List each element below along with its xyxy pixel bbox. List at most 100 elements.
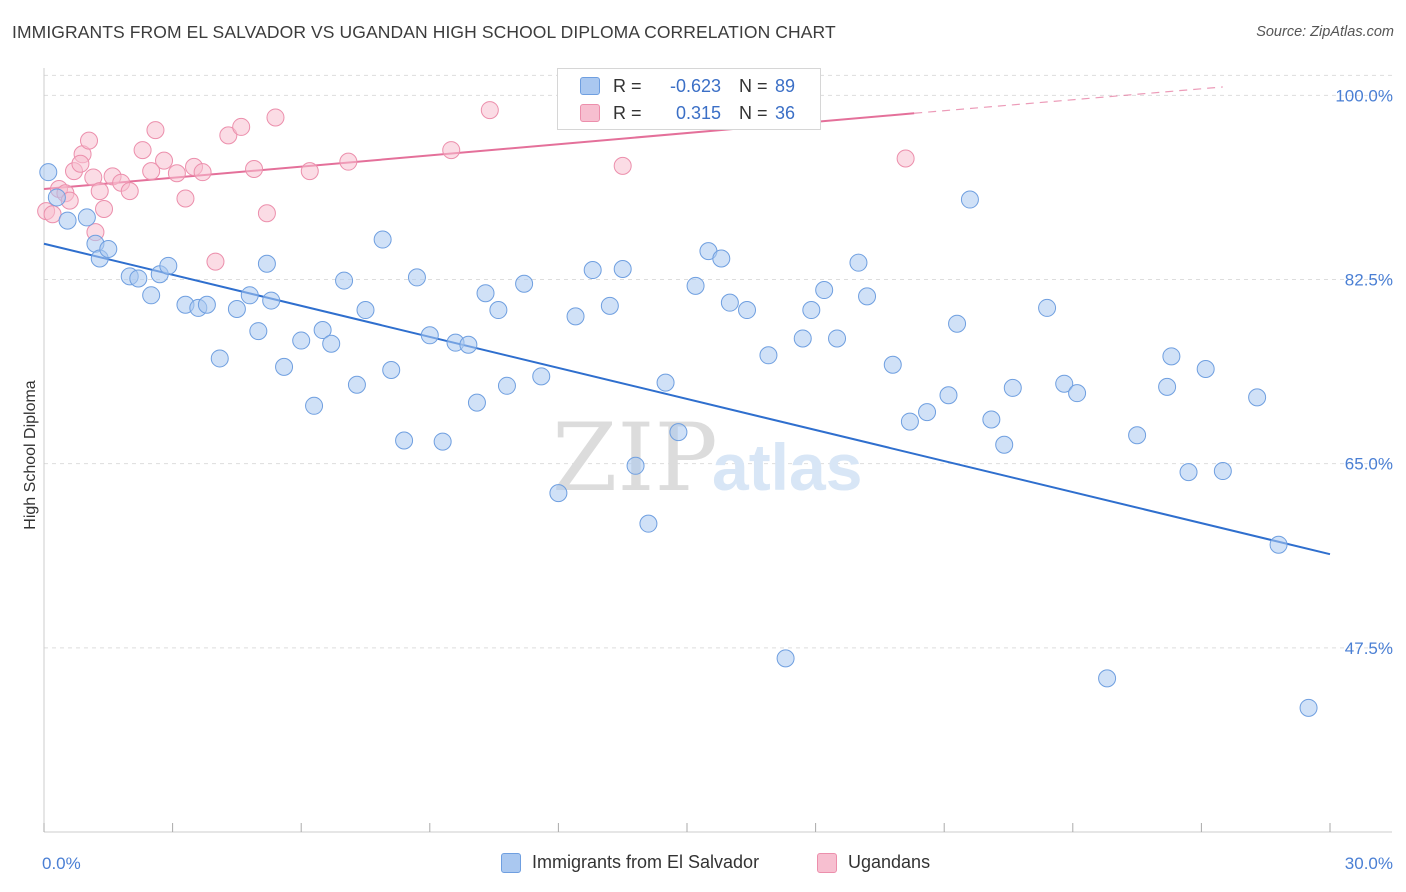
data-point-el-salvador: [515, 274, 534, 293]
data-point-ugandans: [245, 160, 264, 179]
data-point-el-salvador: [240, 286, 259, 305]
data-point-el-salvador: [322, 334, 341, 353]
data-point-el-salvador: [249, 322, 268, 341]
data-point-el-salvador: [600, 296, 619, 315]
data-point-ugandans: [896, 149, 915, 168]
data-point-el-salvador: [828, 329, 847, 348]
data-point-el-salvador: [776, 649, 795, 668]
data-point-el-salvador: [47, 188, 66, 207]
x-tick-label: 0.0%: [42, 854, 81, 873]
data-point-el-salvador: [549, 484, 568, 503]
data-point-ugandans: [71, 154, 90, 173]
data-point-el-salvador: [497, 376, 516, 395]
data-point-ugandans: [206, 252, 225, 271]
data-point-el-salvador: [1038, 298, 1057, 317]
data-point-ugandans: [266, 108, 285, 127]
x-tick-label: 30.0%: [1345, 854, 1393, 873]
data-point-ugandans: [442, 141, 461, 160]
data-point-el-salvador: [275, 357, 294, 376]
data-point-el-salvador: [626, 456, 645, 475]
data-point-el-salvador: [305, 396, 324, 415]
y-tick-label: 47.5%: [1345, 639, 1393, 658]
r-label: R =: [613, 102, 642, 123]
tick-labels: 100.0% 82.5% 65.0% 47.5% 0.0% 30.0%: [42, 86, 1393, 873]
data-point-ugandans: [232, 117, 251, 136]
n-label: N =: [739, 75, 768, 96]
legend-swatch-pink: [817, 852, 837, 873]
data-point-el-salvador: [613, 259, 632, 278]
data-point-el-salvador: [939, 386, 958, 405]
data-point-el-salvador: [982, 410, 1001, 429]
data-point-ugandans: [146, 121, 165, 140]
data-point-el-salvador: [1213, 462, 1232, 481]
data-point-el-salvador: [656, 373, 675, 392]
data-point-el-salvador: [373, 230, 392, 249]
data-point-el-salvador: [467, 393, 486, 412]
legend-item-ugandans[interactable]: Ugandans: [817, 852, 930, 873]
data-point-el-salvador: [1299, 698, 1318, 717]
data-point-el-salvador: [142, 286, 161, 305]
data-point-el-salvador: [1098, 669, 1117, 688]
data-point-el-salvador: [1162, 347, 1181, 366]
data-point-ugandans: [339, 152, 358, 171]
data-point-el-salvador: [948, 314, 967, 333]
data-point-el-salvador: [476, 284, 495, 303]
data-point-el-salvador: [335, 271, 354, 290]
data-point-el-salvador: [1269, 535, 1288, 554]
data-point-el-salvador: [227, 299, 246, 318]
legend-row-ugandans: R = 0.315 N = 36: [580, 101, 795, 125]
grid-lines: [44, 74, 1392, 649]
n-value: 36: [775, 102, 796, 123]
data-point-ugandans: [300, 162, 319, 181]
data-point-el-salvador: [1196, 359, 1215, 378]
legend-label: Ugandans: [848, 852, 931, 872]
data-point-el-salvador: [1128, 426, 1147, 445]
legend-swatch-blue: [580, 77, 600, 95]
watermark: ZIP atlas: [552, 404, 862, 513]
data-point-el-salvador: [918, 403, 937, 422]
data-point-el-salvador: [532, 367, 551, 386]
n-label: N =: [739, 102, 768, 123]
data-point-el-salvador: [262, 291, 281, 310]
data-point-el-salvador: [759, 346, 778, 365]
data-point-ugandans: [193, 163, 212, 182]
data-point-el-salvador: [883, 355, 902, 374]
data-point-ugandans: [80, 131, 99, 150]
data-point-el-salvador: [1179, 463, 1198, 482]
data-point-el-salvador: [407, 268, 426, 287]
data-point-ugandans: [613, 156, 632, 175]
y-tick-label: 100.0%: [1335, 86, 1393, 105]
data-point-ugandans: [142, 162, 161, 181]
data-point-ugandans: [257, 204, 276, 223]
data-point-el-salvador: [995, 435, 1014, 454]
data-point-el-salvador: [566, 307, 585, 326]
source-credit: Source: ZipAtlas.com: [1256, 24, 1394, 40]
data-point-el-salvador: [1248, 388, 1267, 407]
data-point-el-salvador: [858, 287, 877, 306]
data-point-el-salvador: [77, 208, 96, 227]
data-point-ugandans: [480, 101, 499, 120]
r-value: 0.315: [675, 102, 721, 123]
legend-item-el-salvador[interactable]: Immigrants from El Salvador: [501, 852, 759, 873]
watermark-atlas: atlas: [712, 430, 862, 504]
data-point-el-salvador: [738, 301, 757, 320]
data-point-el-salvador: [1068, 384, 1087, 403]
r-value: -0.623: [669, 75, 721, 96]
legend-swatch-blue: [501, 852, 521, 873]
data-point-ugandans: [90, 182, 109, 201]
data-point-ugandans: [219, 126, 238, 145]
data-point-el-salvador: [459, 335, 478, 354]
data-point-el-salvador: [395, 431, 414, 450]
data-point-el-salvador: [802, 301, 821, 320]
data-point-el-salvador: [815, 281, 834, 300]
data-point-ugandans: [120, 182, 139, 201]
data-point-el-salvador: [382, 361, 401, 380]
data-point-el-salvador: [639, 514, 658, 533]
data-point-ugandans: [133, 141, 152, 160]
data-point-el-salvador: [669, 423, 688, 442]
data-point-el-salvador: [356, 301, 375, 320]
r-label: R =: [613, 75, 642, 96]
data-point-el-salvador: [197, 295, 216, 314]
data-point-el-salvador: [712, 249, 731, 268]
